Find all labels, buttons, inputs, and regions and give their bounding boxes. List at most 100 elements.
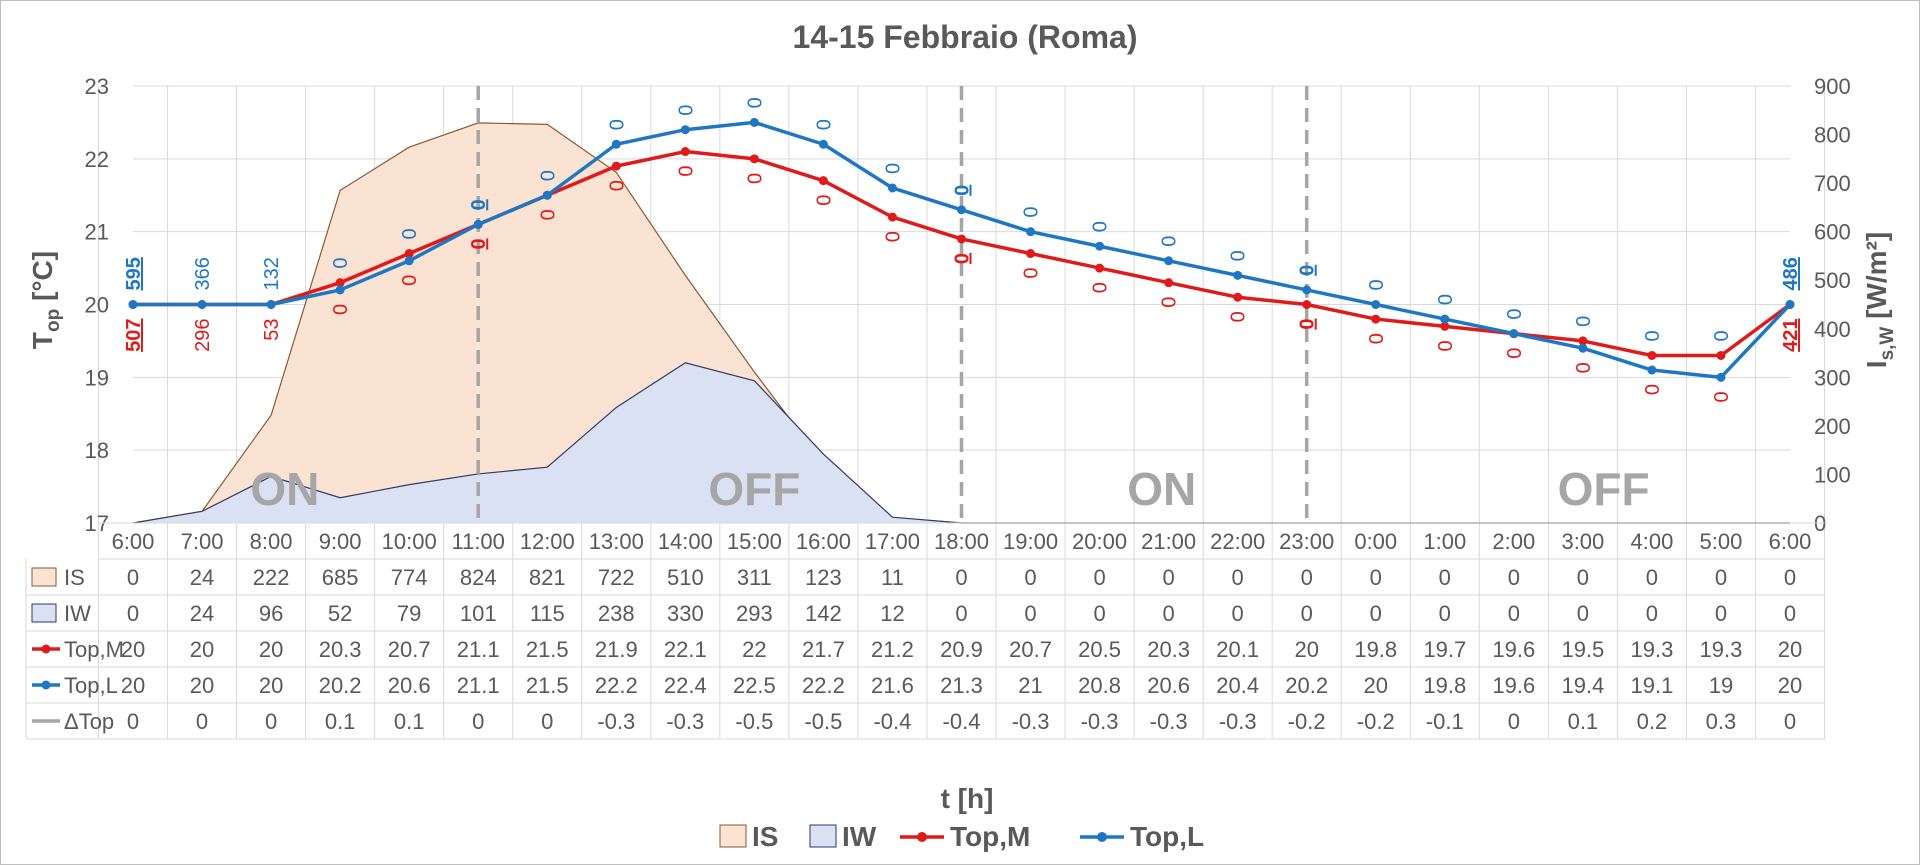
phase-label-on: ON xyxy=(250,463,319,515)
point-top-m xyxy=(404,249,414,259)
table-cell: 20 xyxy=(1294,637,1318,662)
point-label-top-m: 0 xyxy=(744,173,766,184)
point-top-m xyxy=(1371,314,1381,324)
table-cell: 22.1 xyxy=(664,637,707,662)
point-top-l xyxy=(1578,343,1588,353)
table-cell: 20 xyxy=(259,673,283,698)
point-top-m xyxy=(1095,263,1105,273)
y-right-tick-label: 400 xyxy=(1814,317,1851,342)
point-label-top-l: 0 xyxy=(1021,207,1043,218)
table-cell: 0 xyxy=(1163,565,1175,590)
table-cell: -0.3 xyxy=(597,709,635,734)
table-cell: 0 xyxy=(1577,565,1589,590)
point-label-top-l: 0 xyxy=(330,258,352,269)
table-cell: 0.1 xyxy=(1568,709,1599,734)
point-label-top-m: 0 xyxy=(675,166,697,177)
table-cell: 330 xyxy=(667,601,704,626)
point-top-m xyxy=(749,154,759,164)
table-cell: 19.3 xyxy=(1700,637,1743,662)
point-top-l xyxy=(1716,372,1726,382)
legend-label: Top,L xyxy=(1130,821,1204,852)
point-top-m xyxy=(335,278,345,288)
point-label-top-m: 0 xyxy=(1435,340,1457,351)
y-axis-right-label-sub: s,W xyxy=(1877,327,1898,361)
table-cell: 20.7 xyxy=(1009,637,1052,662)
point-top-m xyxy=(1233,292,1243,302)
table-key-marker xyxy=(41,644,51,654)
table-cell: 142 xyxy=(805,601,842,626)
table-cell: 0 xyxy=(1784,601,1796,626)
table-row-label: Top,L xyxy=(64,673,118,698)
table-cell: 20.1 xyxy=(1216,637,1259,662)
table-cell: 20 xyxy=(1778,637,1802,662)
table-cell: 0 xyxy=(1301,565,1313,590)
table-cell: 11 xyxy=(881,565,904,590)
point-label-top-m: 0 xyxy=(952,253,974,264)
table-cell: 0 xyxy=(1439,601,1451,626)
point-top-l xyxy=(1095,241,1105,251)
point-label-top-m: 0 xyxy=(1297,319,1319,330)
point-label-top-l: 0 xyxy=(399,228,421,239)
y-axis-left-label: Top [°C] xyxy=(27,251,64,349)
table-cell: 20.2 xyxy=(1285,673,1328,698)
point-top-l xyxy=(542,190,552,200)
x-tick-label: 13:00 xyxy=(589,529,644,554)
table-cell: 79 xyxy=(397,601,421,626)
y-axis-right-label-unit: [W/m²] xyxy=(1861,232,1892,327)
point-top-m xyxy=(1716,350,1726,360)
point-label-top-m: 507 xyxy=(123,319,145,352)
point-label-top-m: 0 xyxy=(1504,348,1526,359)
x-tick-label: 6:00 xyxy=(112,529,155,554)
point-top-l xyxy=(749,117,759,127)
table-cell: 96 xyxy=(259,601,283,626)
table-cell: 0 xyxy=(1715,601,1727,626)
table-cell: 24 xyxy=(190,565,214,590)
table-cell: 0 xyxy=(1508,601,1520,626)
point-label-top-l: 0 xyxy=(1366,279,1388,290)
x-tick-label: 0:00 xyxy=(1354,529,1397,554)
point-top-l xyxy=(611,139,621,149)
table-cell: 20.3 xyxy=(1147,637,1190,662)
y-left-tick-label: 18 xyxy=(85,438,109,463)
table-cell: 0 xyxy=(127,565,139,590)
table-cell: -0.3 xyxy=(1150,709,1188,734)
table-cell: 0 xyxy=(955,565,967,590)
table-cell: 21 xyxy=(1018,673,1042,698)
point-label-top-m: 0 xyxy=(1573,362,1595,373)
legend-key-iw xyxy=(809,824,837,848)
table-cell: 21.6 xyxy=(871,673,914,698)
table-cell: 0 xyxy=(1370,601,1382,626)
x-tick-label: 7:00 xyxy=(181,529,224,554)
phase-dividers xyxy=(476,86,1309,523)
x-tick-label: 19:00 xyxy=(1003,529,1058,554)
x-axis-label: t [h] xyxy=(941,783,994,814)
table-cell: 20.6 xyxy=(1147,673,1190,698)
table-cell: 0.2 xyxy=(1637,709,1668,734)
y-left-tick-label: 19 xyxy=(85,365,109,390)
table-key-is xyxy=(31,567,57,587)
table-cell: 19.8 xyxy=(1354,637,1397,662)
legend-key-marker xyxy=(917,832,927,842)
table-cell: -0.5 xyxy=(804,709,842,734)
phase-labels: ON OFF ON OFF xyxy=(250,463,1649,515)
table-cell: 293 xyxy=(736,601,773,626)
point-label-top-l: 0 xyxy=(606,119,628,130)
table-cell: 24 xyxy=(190,601,214,626)
table-cell: -0.3 xyxy=(1081,709,1119,734)
x-tick-label: 6:00 xyxy=(1769,529,1812,554)
point-label-top-l: 0 xyxy=(744,97,766,108)
table-cell: 20.6 xyxy=(388,673,431,698)
point-label-top-m: 0 xyxy=(1159,297,1181,308)
table-cell: -0.3 xyxy=(666,709,704,734)
point-top-l xyxy=(1164,256,1174,266)
point-top-l xyxy=(266,300,276,309)
point-label-top-m: 0 xyxy=(1642,384,1664,395)
table-cell: 12 xyxy=(880,601,904,626)
y-right-tick-label: 500 xyxy=(1814,268,1851,293)
table-cell: 20.9 xyxy=(940,637,983,662)
table-cell: 0 xyxy=(1232,565,1244,590)
point-label-top-l: 0 xyxy=(1297,265,1319,276)
y-right-tick-label: 200 xyxy=(1814,414,1851,439)
point-label-top-m: 0 xyxy=(1711,391,1733,402)
table-cell: 0 xyxy=(1301,601,1313,626)
